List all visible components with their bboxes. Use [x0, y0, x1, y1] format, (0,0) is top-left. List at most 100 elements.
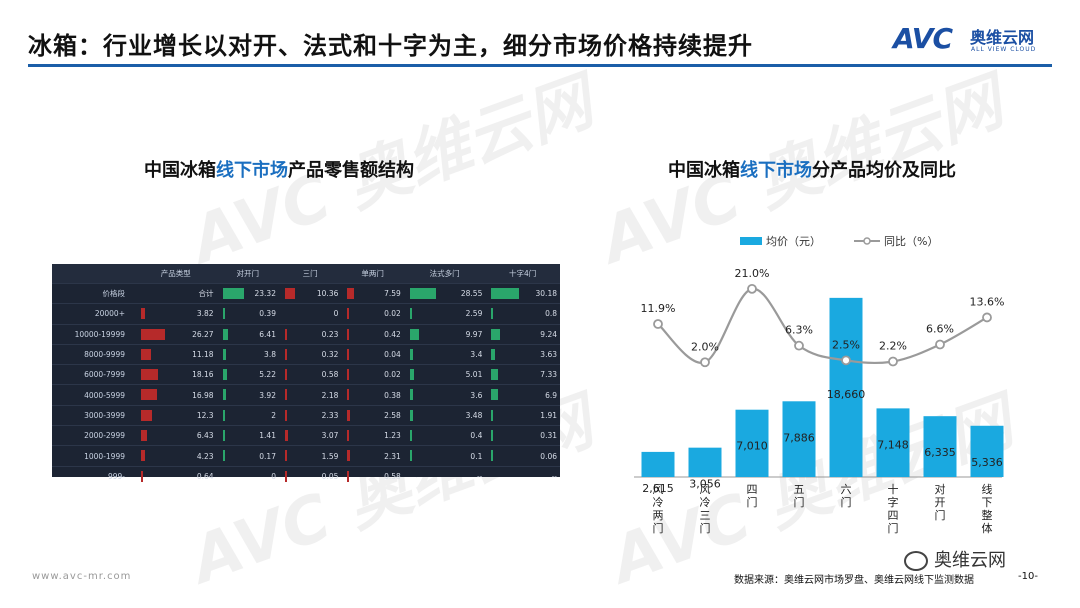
table-cell: 0.58	[341, 465, 404, 486]
cell-value: 0.64	[196, 471, 214, 481]
table-title-post: 产品零售额结构	[288, 160, 414, 181]
line-value-label: 2.2%	[879, 340, 907, 353]
cell-value: 3.8	[264, 350, 276, 360]
cell-bar	[222, 288, 245, 299]
bar-value-label: 6,335	[924, 446, 956, 459]
table-cell: 0.58	[278, 364, 342, 385]
cell-value: 2	[271, 410, 276, 420]
x-tick-label: 五	[794, 483, 805, 496]
table-cell: 0.8	[485, 303, 560, 325]
cell-bar	[284, 328, 287, 340]
table-cell: 3.07	[278, 425, 342, 446]
table-cell: 3.63	[485, 343, 560, 365]
row-label: 8000-9999	[52, 343, 135, 365]
table-cell: 0.23	[278, 323, 342, 345]
data-table: 产品类型 对开门 三门 单两门 法式多门 十字4门 价格段 合计 23.32 10.3…	[52, 264, 560, 486]
cell-value: 9.24	[540, 329, 557, 339]
cell-value: 0.8	[545, 309, 557, 319]
cell-value: 11.18	[192, 350, 214, 360]
table-cell: 5.22	[216, 364, 279, 385]
cell-bar	[284, 369, 287, 381]
cell-bar	[284, 288, 295, 299]
table-title-pre: 中国冰箱	[144, 160, 216, 181]
table-cell: 4.23	[135, 445, 217, 467]
chart-title-highlight: 线下市场	[740, 160, 812, 181]
cell-bar	[491, 450, 494, 462]
line-point	[794, 340, 804, 351]
bar	[876, 408, 910, 477]
cell-bar	[347, 348, 350, 360]
bar-value-label: 3,056	[689, 478, 721, 491]
x-tick-label: 门	[888, 521, 899, 535]
row-label: 20000+	[52, 303, 135, 325]
table-row: 4000-5999 16.98 3.92 2.18 0.38 3.6 6.9	[52, 384, 560, 406]
bar-value-label: 5,336	[971, 456, 1003, 469]
table-cell: 0.02	[341, 364, 404, 385]
cell-value: 0.1	[470, 451, 483, 461]
table-cell: 12.3	[135, 404, 217, 426]
line-value-label: 2.5%	[832, 338, 860, 351]
x-tick-label: 整	[982, 508, 993, 522]
table-cell: 3.4	[403, 343, 486, 365]
x-tick-label: 四	[888, 509, 899, 522]
cell-bar	[347, 389, 350, 401]
x-tick-label: 门	[841, 495, 852, 509]
cell-value: 0	[333, 309, 339, 319]
table-cell: 7.33	[485, 364, 560, 385]
cell-value: 3.92	[259, 390, 276, 400]
cell-bar	[491, 409, 494, 421]
cell-value: 5.01	[465, 370, 483, 380]
cell-bar	[284, 470, 287, 482]
cell-bar	[222, 308, 225, 320]
wechat-badge: 奥维云网	[904, 546, 1006, 572]
table-header-row: 产品类型 对开门 三门 单两门 法式多门 十字4门	[52, 264, 560, 284]
x-tick-label: 体	[982, 521, 993, 535]
table-cell: 0.17	[216, 445, 279, 467]
table-title: 中国冰箱线下市场产品零售额结构	[144, 156, 414, 182]
table-cell: 7.59	[341, 282, 404, 304]
table-cell: 0.31	[485, 425, 560, 446]
row-label: 10000-19999	[52, 323, 135, 345]
cell-value: 3.48	[465, 410, 483, 420]
legend-line-marker	[863, 237, 871, 245]
website-url[interactable]: www.avc-mr.com	[32, 571, 132, 582]
bar-value-label: 7,886	[783, 431, 815, 444]
table-cell: 1.41	[216, 425, 279, 446]
cell-bar	[491, 369, 499, 381]
x-tick-label: 下	[982, 496, 993, 509]
legend-bar-label: 均价（元）	[766, 235, 821, 248]
table-cell: 3.48	[403, 404, 486, 426]
cell-value: 0.4	[470, 431, 483, 441]
table-row: 8000-9999 11.18 3.8 0.32 0.04 3.4 3.63	[52, 343, 560, 365]
cell-value: 26.27	[192, 329, 214, 339]
x-tick-label: 门	[794, 495, 805, 509]
line-point	[982, 312, 992, 323]
cell-value: 3.4	[470, 350, 483, 360]
row-label: 2000-2999	[52, 425, 135, 446]
cell-value: 2.59	[465, 309, 483, 319]
cell-bar	[141, 308, 145, 320]
line-point	[653, 319, 663, 329]
cell-bar	[347, 430, 350, 442]
table-row: 1000-1999 4.23 0.17 1.59 2.31 0.1 0.06	[52, 445, 560, 467]
cell-bar	[347, 450, 350, 462]
wechat-name: 奥维云网	[934, 550, 1006, 571]
cell-bar	[347, 369, 350, 381]
table-cell: 0.06	[485, 445, 560, 467]
chart-title-post: 分产品均价及同比	[812, 160, 956, 181]
table-cell: 30.18	[485, 282, 560, 304]
logo-chinese-name: 奥维云网	[970, 28, 1035, 47]
x-tick-label: 两	[653, 509, 664, 522]
x-tick-label: 六	[841, 483, 852, 496]
bar-value-label: 7,148	[877, 438, 909, 451]
cell-value: 0.23	[321, 329, 339, 339]
cell-bar	[491, 328, 500, 340]
cell-bar	[409, 389, 414, 401]
cell-bar	[284, 450, 287, 462]
cell-bar	[409, 369, 415, 381]
cell-value: 3.6	[470, 390, 483, 400]
table-cell: 6.9	[485, 384, 560, 406]
cell-value: 30.18	[535, 289, 557, 299]
table-cell: 23.32	[216, 282, 279, 304]
table-header-cell: 十字4门	[485, 264, 560, 284]
